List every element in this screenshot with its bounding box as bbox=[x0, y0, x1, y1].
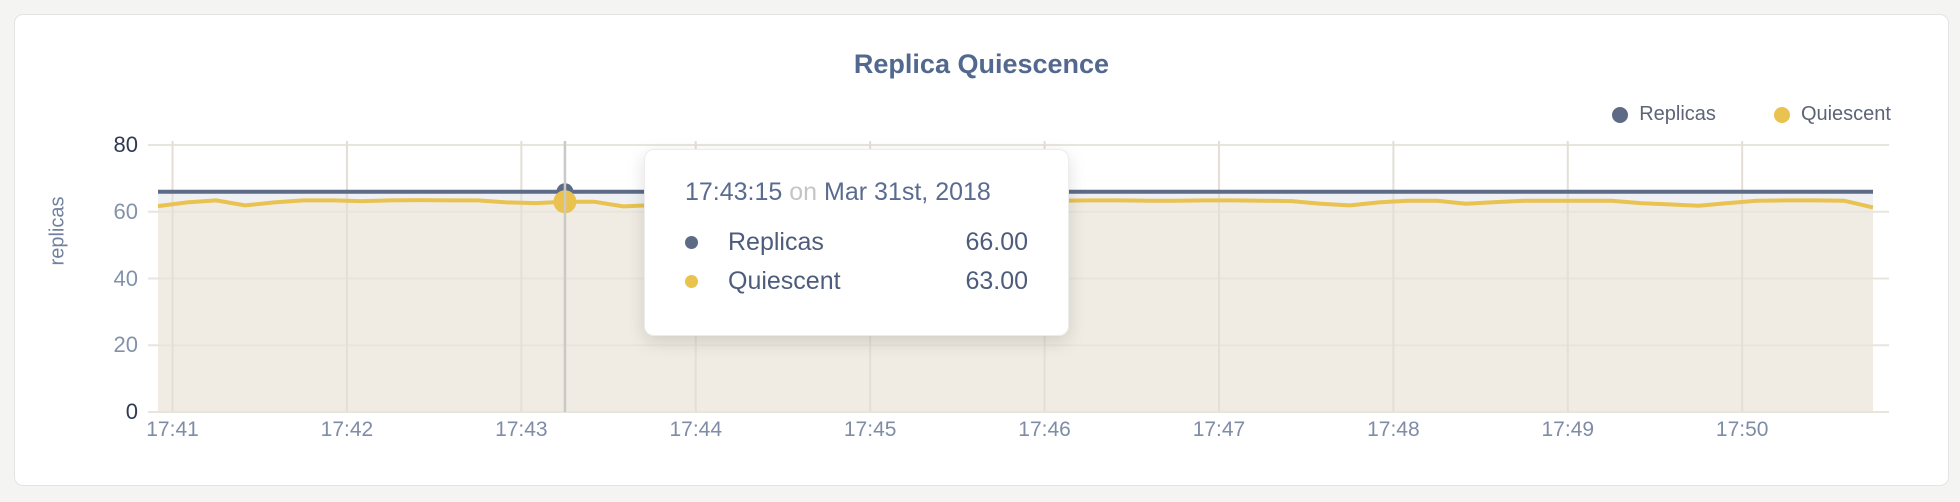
legend-label-quiescent: Quiescent bbox=[1800, 103, 1891, 125]
tooltip-connector: on bbox=[789, 178, 818, 206]
legend-dot-replicas-icon bbox=[1612, 106, 1629, 123]
hover-tooltip: 17:43:15 on Mar 31st, 2018 Replicas 66.0… bbox=[644, 149, 1069, 336]
tooltip-header: 17:43:15 on Mar 31st, 2018 bbox=[685, 178, 1028, 207]
tooltip-dot-quiescent-icon bbox=[685, 275, 698, 288]
x-tick-label: 17:42 bbox=[320, 418, 374, 441]
tooltip-series-name: Replicas bbox=[728, 228, 824, 256]
legend-label-replicas: Replicas bbox=[1639, 103, 1716, 125]
tooltip-series-value: 66.00 bbox=[965, 228, 1028, 256]
x-tick-label: 17:47 bbox=[1192, 418, 1246, 441]
x-tick-label: 17:41 bbox=[146, 418, 199, 441]
y-tick-label: 20 bbox=[113, 332, 138, 358]
tooltip-row-quiescent: Quiescent 63.00 bbox=[685, 262, 1028, 301]
chart-card: Replica Quiescence Replicas Quiescent re… bbox=[14, 14, 1949, 486]
chart-legend: Replicas Quiescent bbox=[1612, 103, 1891, 126]
x-tick-label: 17:48 bbox=[1367, 418, 1420, 441]
tooltip-dot-replicas-icon bbox=[685, 236, 698, 249]
y-tick-label: 60 bbox=[113, 198, 138, 224]
x-tick-label: 17:50 bbox=[1715, 418, 1769, 441]
legend-item-quiescent[interactable]: Quiescent bbox=[1773, 103, 1891, 126]
tooltip-time: 17:43:15 bbox=[685, 178, 783, 206]
y-tick-label: 80 bbox=[113, 132, 138, 157]
legend-dot-quiescent-icon bbox=[1773, 106, 1790, 123]
x-tick-label: 17:43 bbox=[495, 418, 548, 441]
x-tick-label: 17:46 bbox=[1018, 418, 1071, 441]
y-tick-label: 40 bbox=[113, 265, 138, 291]
x-tick-label: 17:44 bbox=[669, 418, 723, 441]
chart-title: Replica Quiescence bbox=[853, 49, 1110, 79]
legend-item-replicas[interactable]: Replicas bbox=[1612, 103, 1716, 126]
tooltip-series-value: 63.00 bbox=[965, 267, 1028, 295]
y-tick-label: 0 bbox=[125, 399, 138, 424]
x-tick-label: 17:49 bbox=[1541, 418, 1595, 441]
tooltip-series-name: Quiescent bbox=[728, 267, 841, 295]
tooltip-date: Mar 31st, 2018 bbox=[824, 178, 991, 206]
x-tick-label: 17:45 bbox=[843, 418, 897, 441]
tooltip-row-replicas: Replicas 66.00 bbox=[685, 223, 1028, 262]
